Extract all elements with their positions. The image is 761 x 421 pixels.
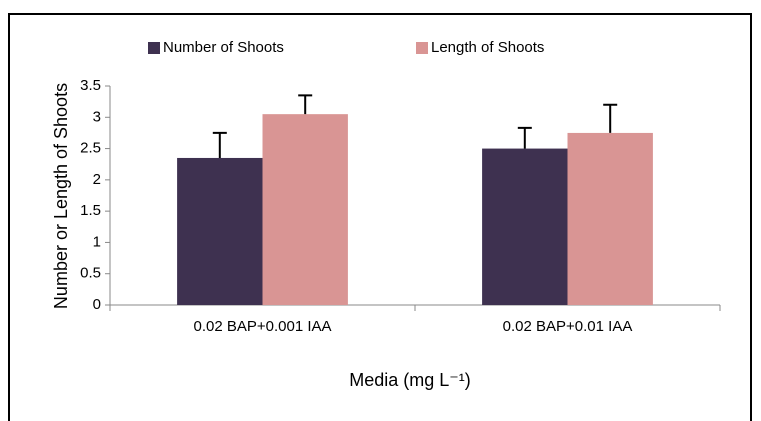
error-bar: [603, 103, 618, 133]
legend-label: Number of Shoots: [163, 39, 284, 56]
error-bar: [212, 131, 227, 158]
x-tick-label: 0.02 BAP+0.01 IAA: [503, 318, 633, 335]
y-tick-label: 2: [93, 171, 101, 188]
y-tick-label: 3: [93, 108, 101, 125]
x-tick-label: 0.02 BAP+0.001 IAA: [193, 318, 331, 335]
bar: [482, 148, 568, 305]
y-tick-label: 1.5: [80, 202, 101, 219]
bar: [177, 157, 263, 305]
y-tick-label: 0: [93, 296, 101, 313]
y-tick-label: 3.5: [80, 77, 101, 94]
bar: [262, 114, 348, 306]
y-tick-label: 2.5: [80, 140, 101, 157]
chart-frame: [8, 13, 752, 421]
legend-swatch: [416, 42, 428, 54]
error-bar: [517, 126, 532, 149]
legend-label: Length of Shoots: [431, 39, 544, 56]
legend-swatch: [148, 42, 160, 54]
bar: [567, 132, 653, 305]
y-axis-label: Number or Length of Shoots: [51, 83, 71, 309]
error-bar: [298, 94, 313, 115]
x-axis-label: Media (mg L⁻¹): [349, 370, 471, 390]
y-tick-label: 0.5: [80, 265, 101, 282]
y-tick-label: 1: [93, 233, 101, 250]
